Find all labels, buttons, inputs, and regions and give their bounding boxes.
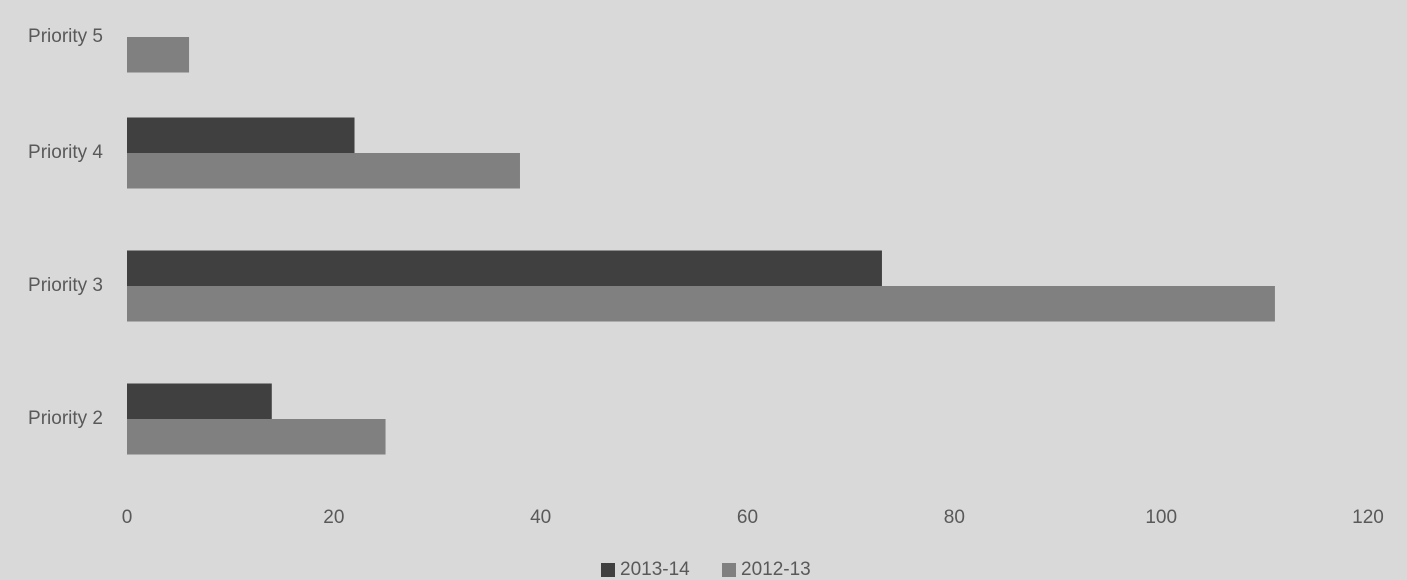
legend-swatch-2013-14 (601, 563, 615, 577)
bar-priority-2-2013-14 (127, 383, 272, 419)
x-tick-label: 0 (122, 507, 133, 528)
category-labels: Priority 5 Priority 4 Priority 3 Priority 2 (28, 26, 103, 429)
x-tick-label: 40 (530, 507, 551, 528)
legend-label-2013-14: 2013-14 (620, 559, 690, 580)
bar-priority-4-2013-14 (127, 117, 355, 153)
x-tick-label: 60 (737, 507, 758, 528)
x-tick-label: 120 (1352, 507, 1384, 528)
category-label-priority-2: Priority 2 (28, 408, 103, 429)
x-axis-tick-labels: 0 20 40 60 80 100 120 (122, 507, 1384, 528)
legend-swatch-2012-13 (722, 563, 736, 577)
legend-label-2012-13: 2012-13 (741, 559, 811, 580)
x-tick-label: 100 (1145, 507, 1177, 528)
x-tick-label: 80 (944, 507, 965, 528)
bar-priority-2-2012-13 (127, 419, 386, 455)
legend: 2013-14 2012-13 (601, 559, 811, 580)
bar-priority-4-2012-13 (127, 153, 520, 189)
category-label-priority-5: Priority 5 (28, 26, 103, 47)
bars-group (127, 37, 1275, 455)
category-label-priority-3: Priority 3 (28, 275, 103, 296)
bar-priority-3-2013-14 (127, 250, 882, 286)
bar-priority-3-2012-13 (127, 286, 1275, 322)
x-tick-label: 20 (323, 507, 344, 528)
category-label-priority-4: Priority 4 (28, 142, 103, 163)
bar-priority-5-2012-13 (127, 37, 190, 73)
